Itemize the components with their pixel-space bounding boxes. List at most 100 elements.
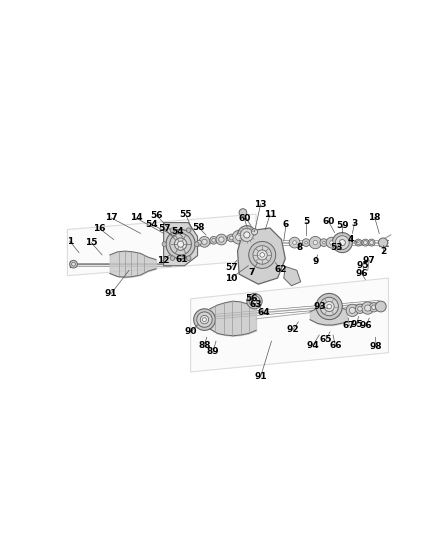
Polygon shape [164,223,198,265]
Ellipse shape [166,230,195,259]
Ellipse shape [216,234,227,245]
Ellipse shape [368,239,375,246]
Text: 65: 65 [320,335,332,344]
Text: 9: 9 [312,256,318,265]
Text: 56: 56 [245,294,258,303]
Ellipse shape [244,232,250,238]
Text: 89: 89 [207,348,219,357]
Circle shape [170,256,175,261]
Text: 16: 16 [93,224,106,233]
Text: 96: 96 [355,269,368,278]
Ellipse shape [326,237,337,248]
Ellipse shape [305,241,307,244]
Ellipse shape [355,239,362,246]
Ellipse shape [346,304,358,317]
Ellipse shape [320,297,339,316]
Ellipse shape [170,233,191,255]
Ellipse shape [252,298,257,304]
Ellipse shape [232,230,246,244]
Ellipse shape [357,241,360,245]
Text: 97: 97 [363,256,376,265]
Text: 93: 93 [314,302,326,311]
Text: 95: 95 [357,261,369,270]
Ellipse shape [364,305,371,311]
Text: 13: 13 [254,199,267,208]
Polygon shape [237,228,285,284]
Text: 63: 63 [249,300,261,309]
Text: 55: 55 [180,211,192,220]
Text: 57: 57 [225,263,238,272]
Text: 62: 62 [275,265,287,274]
Ellipse shape [324,302,334,311]
Ellipse shape [249,241,276,269]
Ellipse shape [289,237,300,248]
Polygon shape [67,214,256,276]
Ellipse shape [309,237,321,249]
Text: 91: 91 [105,289,117,298]
Ellipse shape [339,239,346,246]
Text: 4: 4 [348,235,354,244]
Text: 54: 54 [145,220,158,229]
Text: 88: 88 [198,341,211,350]
Ellipse shape [210,237,218,244]
Ellipse shape [197,240,201,245]
Ellipse shape [202,239,207,245]
Text: 59: 59 [336,221,349,230]
Text: 67: 67 [343,321,356,330]
Ellipse shape [177,241,184,247]
Ellipse shape [202,318,206,321]
Circle shape [186,256,191,261]
Polygon shape [191,278,389,372]
Ellipse shape [371,305,376,310]
Text: 90: 90 [184,327,197,336]
Text: 53: 53 [331,243,343,252]
Ellipse shape [361,302,374,314]
Circle shape [194,242,199,246]
Polygon shape [284,266,301,286]
Text: 14: 14 [130,213,142,222]
Ellipse shape [240,228,253,241]
Ellipse shape [336,236,349,249]
Text: 60: 60 [238,214,251,223]
Ellipse shape [302,239,310,246]
Circle shape [162,242,167,246]
Ellipse shape [212,238,215,242]
Text: 12: 12 [157,256,169,265]
Ellipse shape [194,309,215,330]
Text: 18: 18 [368,213,381,222]
Text: 7: 7 [248,268,254,277]
Ellipse shape [316,294,342,320]
Text: 15: 15 [85,238,98,247]
Ellipse shape [200,316,208,324]
Text: 10: 10 [225,273,237,282]
Text: 61: 61 [175,255,187,264]
Ellipse shape [362,239,369,246]
Text: 94: 94 [307,341,319,350]
Ellipse shape [313,240,318,245]
Text: 95: 95 [350,320,363,329]
Ellipse shape [320,239,328,246]
Ellipse shape [349,308,355,313]
Circle shape [251,229,258,235]
Text: 1: 1 [67,237,73,246]
Text: 17: 17 [105,213,117,222]
Ellipse shape [228,234,235,242]
Ellipse shape [174,238,187,251]
Ellipse shape [70,260,78,268]
Text: 2: 2 [380,247,386,255]
Ellipse shape [327,304,332,309]
Text: 91: 91 [254,372,267,381]
Text: 64: 64 [258,308,270,317]
Text: 98: 98 [370,342,382,351]
Ellipse shape [189,242,194,246]
Ellipse shape [236,234,243,241]
Ellipse shape [197,312,212,327]
Ellipse shape [369,303,378,312]
Ellipse shape [237,225,256,244]
Ellipse shape [293,241,297,245]
Circle shape [239,209,247,216]
Text: 3: 3 [351,219,358,228]
Ellipse shape [358,306,362,311]
Ellipse shape [72,262,75,266]
Ellipse shape [260,253,265,257]
